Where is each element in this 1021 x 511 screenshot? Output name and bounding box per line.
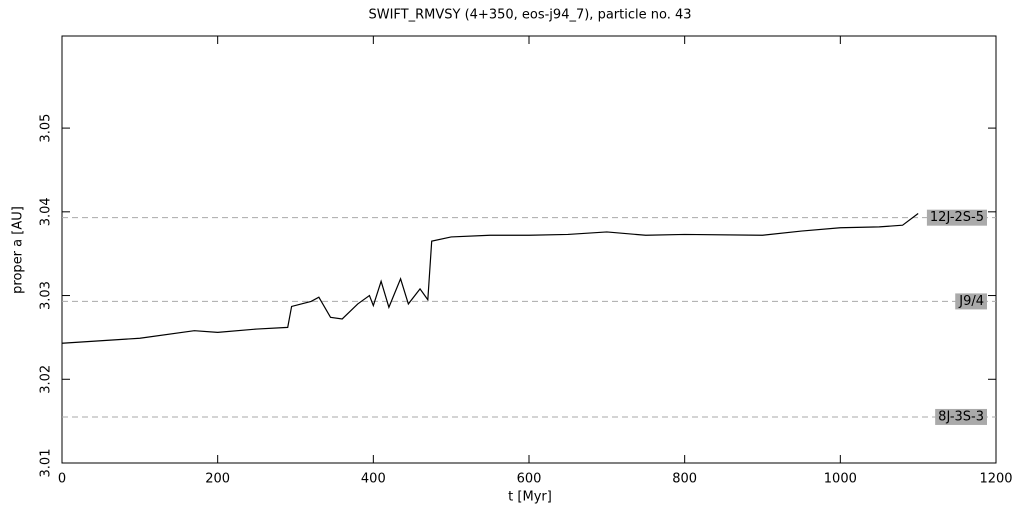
- y-tick-label: 3.05: [39, 114, 54, 143]
- chart-title: SWIFT_RMVSY (4+350, eos-j94_7), particle…: [368, 8, 691, 23]
- x-tick-label: 1200: [979, 472, 1012, 487]
- x-axis-label: t [Myr]: [508, 490, 552, 505]
- x-tick-label: 800: [672, 472, 697, 487]
- y-axis-label: proper a [AU]: [11, 206, 26, 294]
- y-tick-label: 3.02: [39, 365, 54, 394]
- resonance-label: 12J-2S-5: [930, 210, 984, 225]
- resonance-label-bg: [955, 293, 987, 310]
- resonance-label: J9/4: [958, 294, 984, 309]
- plot-frame: [61, 35, 997, 464]
- x-tick-label: 600: [517, 472, 542, 487]
- x-tick-label: 200: [205, 472, 230, 487]
- resonance-label: 8J-3S-3: [938, 409, 984, 424]
- x-tick-label: 400: [361, 472, 386, 487]
- y-tick-label: 3.01: [39, 449, 54, 478]
- x-tick-label: 0: [58, 472, 66, 487]
- resonance-label-bg: [935, 408, 987, 425]
- data-line: [61, 213, 919, 344]
- x-tick-label: 1000: [824, 472, 857, 487]
- y-tick-label: 3.03: [39, 281, 54, 310]
- y-tick-label: 3.04: [39, 197, 54, 226]
- resonance-label-bg: [926, 209, 987, 226]
